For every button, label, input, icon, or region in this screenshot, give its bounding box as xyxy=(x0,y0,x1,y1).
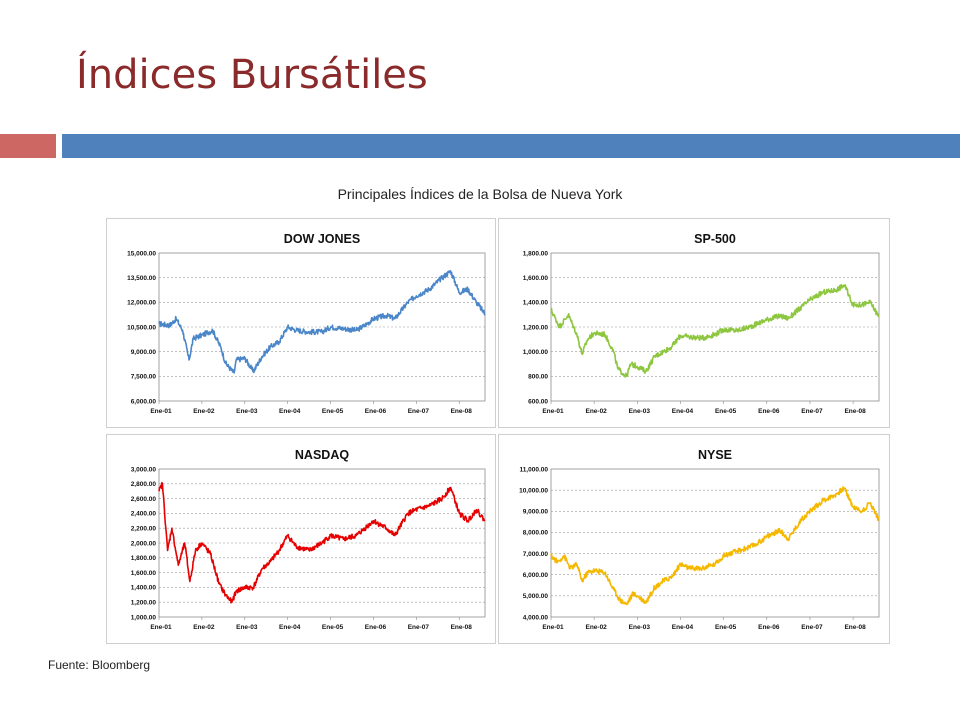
nyse-x-tick-label: Ene-07 xyxy=(801,624,823,631)
nasdaq-title: NASDAQ xyxy=(295,448,349,462)
nyse-x-tick-label: Ene-01 xyxy=(542,624,564,631)
nasdaq-x-tick-label: Ene-06 xyxy=(365,624,387,631)
sp-500-series-line xyxy=(550,283,880,378)
nasdaq-x-tick-label: Ene-04 xyxy=(279,624,301,631)
nasdaq-y-tick-label: 1,600.00 xyxy=(131,570,157,577)
nyse-x-tick-label: Ene-05 xyxy=(715,624,737,631)
chart-panel-nasdaq: NASDAQ 1,000.00 1,200.00 1,400.00 1,600.00 1,… xyxy=(106,434,496,644)
nyse-y-tick-label: 9,000.00 xyxy=(523,509,549,516)
dow-jones-y-tick-label: 10,500.00 xyxy=(127,324,156,331)
nyse-x-tick-label: Ene-02 xyxy=(585,624,607,631)
accent-bar-left xyxy=(0,134,56,158)
nyse-y-tick-label: 7,000.00 xyxy=(523,551,549,558)
dow-jones-y-tick-label: 7,500.00 xyxy=(131,374,157,381)
sp-500-x-tick-label: Ene-06 xyxy=(758,408,780,415)
nyse-y-tick-label: 4,000.00 xyxy=(523,614,549,621)
dow-jones-y-tick-label: 9,000.00 xyxy=(131,349,157,356)
sp-500-title: SP-500 xyxy=(694,232,736,246)
nyse-series-line xyxy=(550,486,880,606)
nyse-plot-area xyxy=(550,468,880,618)
nyse-x-tick-label: Ene-08 xyxy=(844,624,866,631)
nyse-title: NYSE xyxy=(698,448,732,462)
sp-500-x-tick-label: Ene-04 xyxy=(672,408,694,415)
chart-dow-jones: DOW JONES 6,000.00 7,500.00 9,000.00 10,500.… xyxy=(127,232,486,415)
sp-500-x-tick-label: Ene-07 xyxy=(801,408,823,415)
accent-bar-right xyxy=(62,134,960,158)
nasdaq-x-tick-label: Ene-01 xyxy=(150,624,172,631)
chart-panel-nyse: NYSE 4,000.00 5,000.00 6,000.00 7,000.00 8,00… xyxy=(498,434,890,644)
dow-jones-plot-area xyxy=(158,252,486,402)
nyse-y-tick-label: 10,000.00 xyxy=(519,487,548,494)
nasdaq-x-tick-label: Ene-03 xyxy=(236,624,258,631)
nasdaq-y-tick-label: 2,400.00 xyxy=(131,511,157,518)
nasdaq-x-tick-label: Ene-02 xyxy=(193,624,215,631)
sp-500-y-tick-label: 800.00 xyxy=(528,374,548,381)
source-note: Fuente: Bloomberg xyxy=(48,658,151,672)
dow-jones-x-tick-label: Ene-01 xyxy=(150,408,172,415)
nasdaq-x-tick-label: Ene-05 xyxy=(322,624,344,631)
dow-jones-y-tick-label: 15,000.00 xyxy=(127,250,156,257)
sp-500-y-tick-label: 1,600.00 xyxy=(523,275,549,282)
nasdaq-y-tick-label: 1,200.00 xyxy=(131,600,157,607)
slide-title: Índices Bursátiles xyxy=(76,52,428,98)
nasdaq-y-tick-label: 1,000.00 xyxy=(131,614,157,621)
chart-panel-sp500: SP-500 600.00 800.00 1,000.00 1,200.00 1,400.… xyxy=(498,218,890,428)
dow-jones-x-tick-label: Ene-08 xyxy=(451,408,473,415)
dow-jones-x-tick-label: Ene-02 xyxy=(193,408,215,415)
sp-500-x-tick-label: Ene-02 xyxy=(585,408,607,415)
dow-jones-x-tick-label: Ene-06 xyxy=(365,408,387,415)
nasdaq-series-line xyxy=(158,481,486,604)
chart-sp500: SP-500 600.00 800.00 1,000.00 1,200.00 1,400.… xyxy=(523,232,880,415)
dow-jones-y-tick-label: 13,500.00 xyxy=(127,275,156,282)
nasdaq-y-tick-label: 2,800.00 xyxy=(131,481,157,488)
nyse-x-tick-label: Ene-03 xyxy=(629,624,651,631)
chart-nyse: NYSE 4,000.00 5,000.00 6,000.00 7,000.00 8,00… xyxy=(519,448,880,631)
dow-jones-x-tick-label: Ene-05 xyxy=(322,408,344,415)
sp-500-y-tick-label: 1,800.00 xyxy=(523,250,549,257)
nasdaq-y-tick-label: 2,200.00 xyxy=(131,526,157,533)
dow-jones-x-tick-label: Ene-04 xyxy=(279,408,301,415)
nasdaq-x-tick-label: Ene-08 xyxy=(451,624,473,631)
nasdaq-y-tick-label: 1,800.00 xyxy=(131,555,157,562)
nyse-x-tick-label: Ene-06 xyxy=(758,624,780,631)
dow-jones-title: DOW JONES xyxy=(284,232,360,246)
nasdaq-x-tick-label: Ene-07 xyxy=(408,624,430,631)
nyse-x-tick-label: Ene-04 xyxy=(672,624,694,631)
dow-jones-y-tick-label: 6,000.00 xyxy=(131,398,157,405)
sp-500-y-tick-label: 1,000.00 xyxy=(523,349,549,356)
sp-500-y-tick-label: 1,200.00 xyxy=(523,324,549,331)
sp-500-x-tick-label: Ene-08 xyxy=(844,408,866,415)
nasdaq-y-tick-label: 2,600.00 xyxy=(131,496,157,503)
chart-nasdaq: NASDAQ 1,000.00 1,200.00 1,400.00 1,600.00 1,… xyxy=(131,448,486,631)
sp-500-x-tick-label: Ene-05 xyxy=(715,408,737,415)
nasdaq-y-tick-label: 3,000.00 xyxy=(131,466,157,473)
nyse-y-tick-label: 8,000.00 xyxy=(523,530,549,537)
sp-500-y-tick-label: 1,400.00 xyxy=(523,300,549,307)
sp-500-x-tick-label: Ene-03 xyxy=(629,408,651,415)
nyse-y-tick-label: 6,000.00 xyxy=(523,572,549,579)
dow-jones-y-tick-label: 12,000.00 xyxy=(127,300,156,307)
chart-panel-dow-jones: DOW JONES 6,000.00 7,500.00 9,000.00 10,500.… xyxy=(106,218,496,428)
dow-jones-x-tick-label: Ene-07 xyxy=(408,408,430,415)
dow-jones-series-line xyxy=(158,269,486,374)
nasdaq-y-tick-label: 2,000.00 xyxy=(131,540,157,547)
nasdaq-y-tick-label: 1,400.00 xyxy=(131,585,157,592)
sp-500-y-tick-label: 600.00 xyxy=(528,398,548,405)
figure-title: Principales Índices de la Bolsa de Nueva… xyxy=(337,186,623,202)
nyse-y-tick-label: 11,000.00 xyxy=(519,466,548,473)
nyse-y-tick-label: 5,000.00 xyxy=(523,593,549,600)
dow-jones-x-tick-label: Ene-03 xyxy=(236,408,258,415)
sp-500-x-tick-label: Ene-01 xyxy=(542,408,564,415)
